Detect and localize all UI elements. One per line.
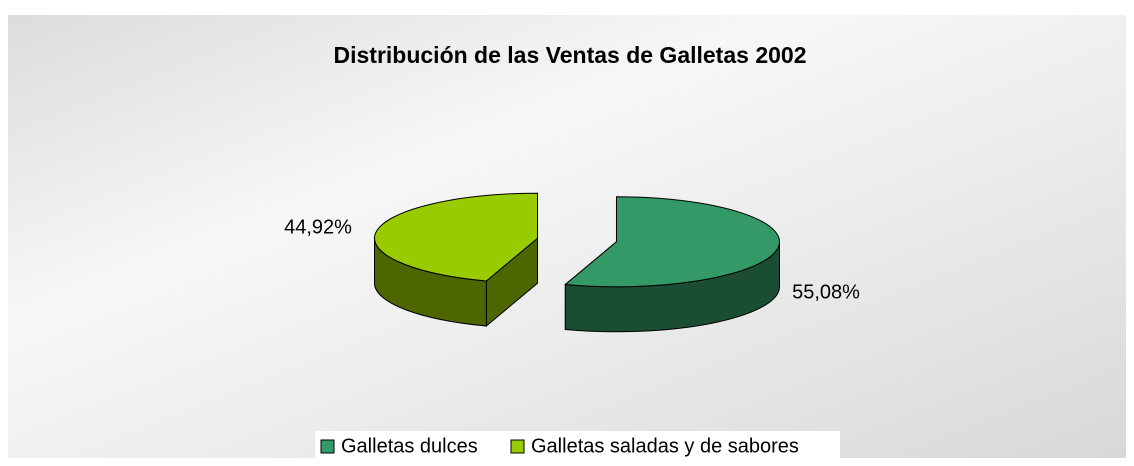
- plot-background: [8, 15, 1126, 458]
- pie: 55,08% 44,92%: [284, 192, 860, 333]
- legend-label: Galletas dulces: [341, 435, 478, 457]
- legend-swatch: [510, 439, 525, 454]
- legend: Galletas dulces Galletas saladas y de sab…: [320, 435, 799, 457]
- data-label: 55,08%: [792, 281, 860, 303]
- legend-label: Galletas saladas y de sabores: [531, 435, 799, 457]
- slice: [564, 196, 780, 288]
- slice: [374, 192, 539, 282]
- legend-box: [315, 431, 840, 462]
- legend-swatch: [320, 439, 335, 454]
- data-label: 44,92%: [284, 216, 352, 238]
- chart-title: Distribución de las Ventas de Galletas 2…: [334, 42, 807, 68]
